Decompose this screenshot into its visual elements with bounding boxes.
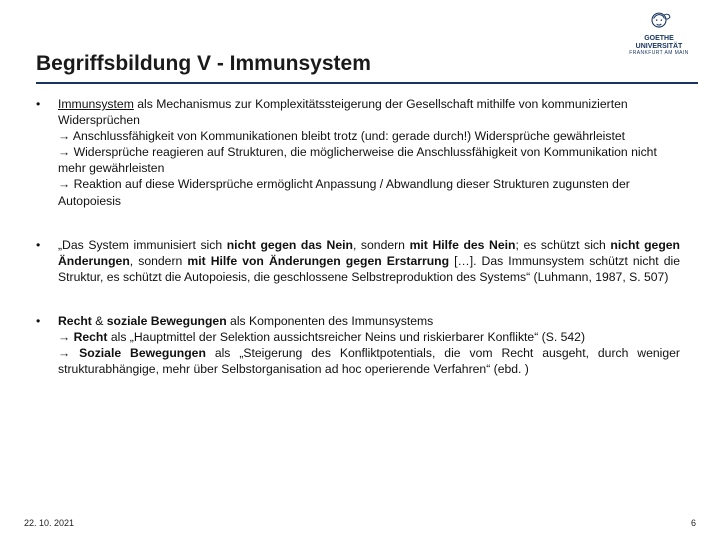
bullet-2-body: „Das System immunisiert sich nicht gegen… (58, 237, 680, 285)
term-immunsystem: Immunsystem (58, 97, 134, 111)
slide-title: Begriffsbildung V - Immunsystem (36, 52, 371, 76)
footer-page-number: 6 (691, 518, 696, 528)
university-logo: GOETHE UNIVERSITÄT FRANKFURT AM MAIN (620, 10, 698, 56)
arrow-icon: → (58, 145, 70, 159)
title-rule (36, 82, 698, 84)
arrow-icon: → (58, 177, 70, 191)
bullet-marker: • (36, 313, 58, 377)
bullet-1-body: Immunsystem als Mechanismus zur Komplexi… (58, 96, 680, 209)
bullet-marker: • (36, 237, 58, 285)
bullet-3-body: Recht & soziale Bewegungen als Komponent… (58, 313, 680, 377)
logo-subline: FRANKFURT AM MAIN (629, 50, 688, 56)
footer-date: 22. 10. 2021 (24, 518, 74, 528)
bullet-marker: • (36, 96, 58, 209)
arrow-icon: → (58, 129, 70, 143)
arrow-icon: → (58, 346, 70, 360)
arrow-icon: → (58, 330, 70, 344)
slide-body: • Immunsystem als Mechanismus zur Komple… (36, 96, 680, 405)
bullet-1: • Immunsystem als Mechanismus zur Komple… (36, 96, 680, 209)
bullet-2: • „Das System immunisiert sich nicht geg… (36, 237, 680, 285)
goethe-head-icon (642, 10, 676, 33)
logo-line1: GOETHE UNIVERSITÄT (620, 35, 698, 50)
bullet-3: • Recht & soziale Bewegungen als Kompone… (36, 313, 680, 377)
